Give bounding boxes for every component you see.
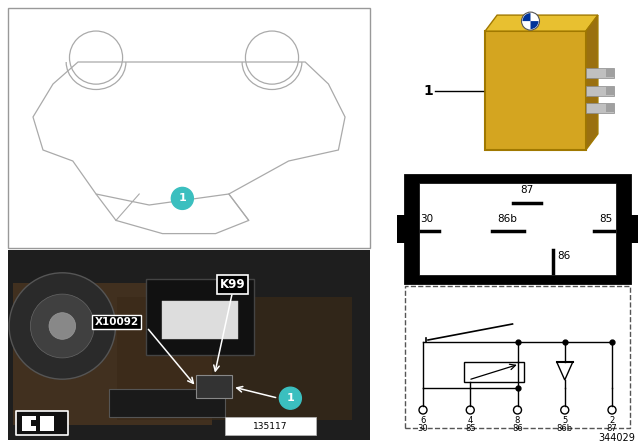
Text: K99: K99: [220, 278, 245, 291]
Bar: [485, 31, 586, 150]
Bar: [225, 417, 316, 435]
Polygon shape: [485, 15, 598, 31]
Bar: [405, 175, 630, 283]
Bar: [196, 375, 232, 398]
Text: 86b: 86b: [557, 424, 573, 433]
Text: 85: 85: [465, 424, 476, 433]
Bar: [628, 215, 638, 243]
Text: 86: 86: [512, 424, 523, 433]
Text: 5: 5: [562, 416, 568, 425]
Circle shape: [30, 294, 94, 358]
Bar: [116, 297, 352, 420]
Bar: [109, 389, 225, 417]
Circle shape: [280, 387, 301, 409]
Circle shape: [172, 187, 193, 209]
Text: 4: 4: [468, 416, 473, 425]
Text: 1: 1: [287, 393, 294, 403]
Bar: [40, 416, 54, 431]
Text: 85: 85: [600, 214, 612, 224]
Text: 87: 87: [521, 185, 534, 195]
Text: 1: 1: [423, 83, 433, 98]
Text: 30: 30: [420, 214, 433, 224]
Wedge shape: [522, 13, 531, 21]
Wedge shape: [531, 21, 538, 29]
Bar: [586, 68, 614, 78]
Text: 86: 86: [557, 251, 570, 261]
Bar: [405, 286, 630, 428]
Bar: [606, 69, 614, 77]
Text: 8: 8: [515, 416, 520, 425]
Bar: [162, 302, 238, 339]
Circle shape: [49, 313, 76, 339]
Bar: [586, 86, 614, 95]
Bar: [145, 279, 254, 354]
Bar: [419, 183, 616, 275]
Text: 344029: 344029: [598, 433, 635, 443]
Bar: [22, 416, 36, 431]
Polygon shape: [586, 15, 598, 150]
Text: X10092: X10092: [95, 317, 139, 327]
Bar: [31, 420, 38, 426]
Bar: [16, 411, 68, 435]
Text: 6: 6: [420, 416, 426, 425]
Circle shape: [522, 12, 540, 30]
Text: 86b: 86b: [497, 214, 517, 224]
Circle shape: [9, 273, 115, 379]
Bar: [13, 283, 212, 425]
Text: 1: 1: [179, 194, 186, 203]
Bar: [586, 103, 614, 113]
Text: 135117: 135117: [253, 422, 288, 431]
Bar: [606, 86, 614, 95]
Text: 2: 2: [609, 416, 614, 425]
Bar: [8, 8, 370, 248]
Bar: [8, 250, 370, 440]
Bar: [464, 362, 524, 382]
Text: 30: 30: [418, 424, 428, 433]
Bar: [397, 215, 407, 243]
Bar: [606, 104, 614, 112]
Text: 87: 87: [607, 424, 618, 433]
